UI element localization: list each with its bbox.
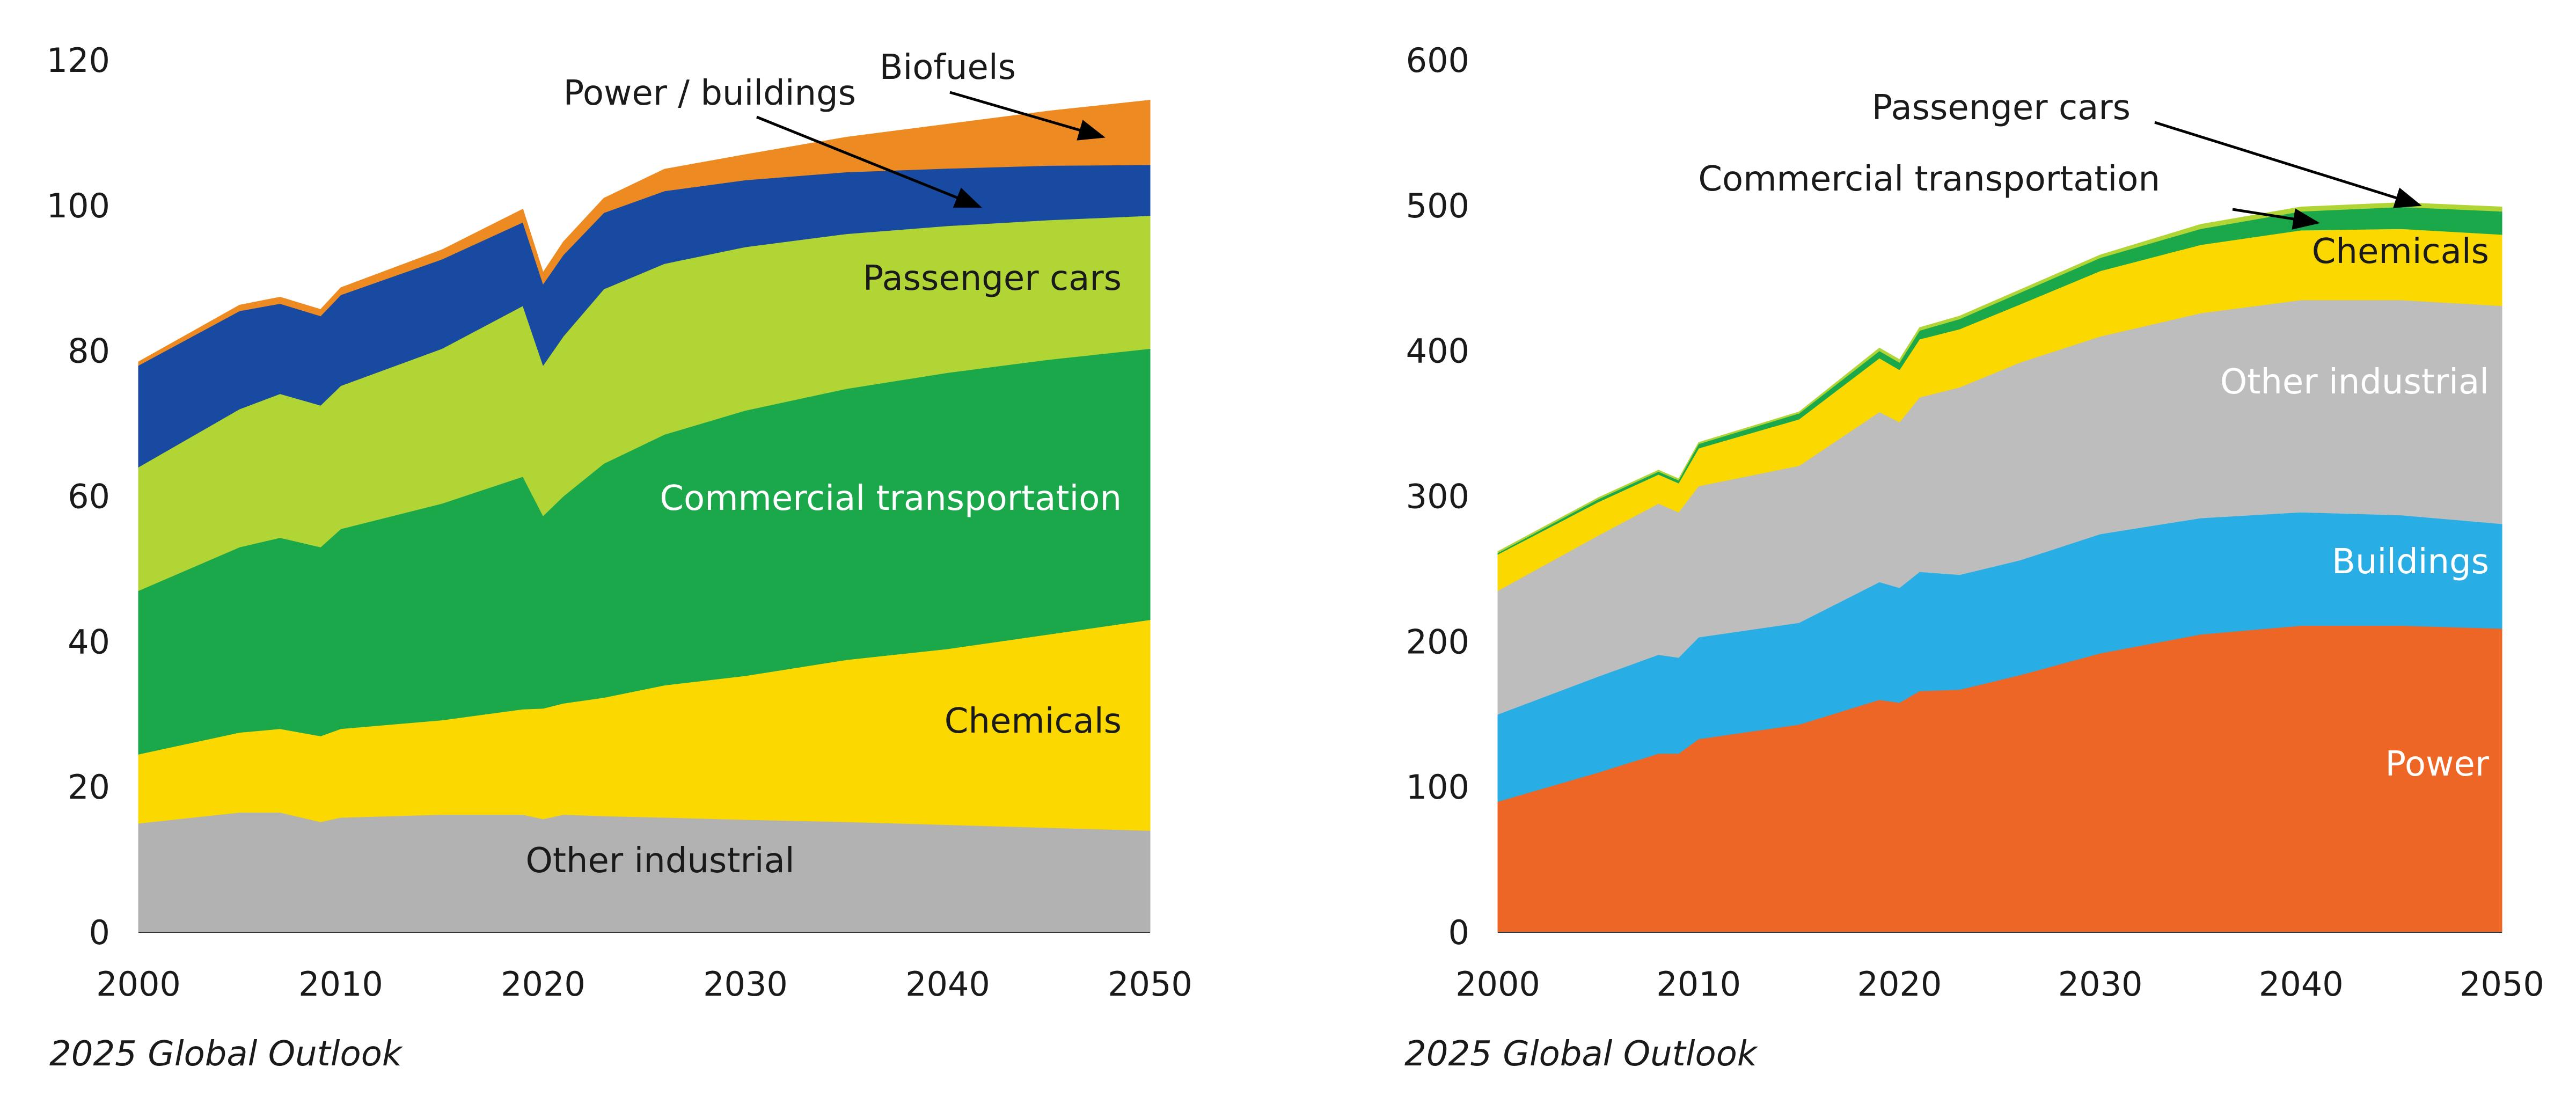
right-arrow-passenger-cars bbox=[2154, 121, 2422, 208]
left-label-commercial-transportation: Commercial transportation bbox=[660, 479, 1122, 518]
right-label-power: Power bbox=[2385, 744, 2490, 784]
right-label-chemicals: Chemicals bbox=[2312, 232, 2489, 272]
right-y-tick-label: 400 bbox=[1406, 332, 1469, 371]
right-y-tick-label: 300 bbox=[1406, 477, 1469, 516]
left-y-tick-label: 40 bbox=[68, 622, 110, 661]
right-label-other-industrial: Other industrial bbox=[2220, 362, 2489, 402]
left-source-note: 2025 Global Outlook bbox=[49, 1034, 404, 1074]
left-area-biofuels bbox=[138, 99, 1151, 366]
left-y-tick-label: 60 bbox=[68, 477, 110, 516]
right-x-tick-label: 2030 bbox=[2058, 965, 2143, 1004]
left-arrow-biofuels bbox=[949, 91, 1106, 141]
left-arrow-power-buildings bbox=[756, 115, 982, 208]
left-label-passenger-cars: Passenger cars bbox=[863, 259, 1122, 298]
left-x-tick-label: 2000 bbox=[96, 965, 181, 1004]
left-x-tick-label: 2030 bbox=[703, 965, 788, 1004]
left-y-tick-label: 120 bbox=[47, 41, 110, 80]
right-label-passenger-cars: Passenger cars bbox=[1872, 88, 2131, 128]
left-y-tick-label: 20 bbox=[68, 768, 110, 807]
left-y-tick-label: 80 bbox=[68, 332, 110, 371]
right-arrow-commercial-transportation bbox=[2232, 208, 2320, 230]
right-label-buildings: Buildings bbox=[2332, 542, 2489, 582]
right-label-commercial-transportation: Commercial transportation bbox=[1698, 159, 2160, 199]
right-y-tick-label: 200 bbox=[1406, 622, 1469, 661]
right-x-tick-label: 2010 bbox=[1656, 965, 1741, 1004]
left-label-biofuels: Biofuels bbox=[880, 48, 1016, 87]
right-source-note: 2025 Global Outlook bbox=[1404, 1034, 1759, 1074]
left-x-tick-label: 2050 bbox=[1108, 965, 1192, 1004]
right-y-tick-label: 0 bbox=[1448, 913, 1469, 952]
right-x-tick-label: 2000 bbox=[1455, 965, 1540, 1004]
left-x-tick-label: 2040 bbox=[905, 965, 990, 1004]
left-y-tick-label: 100 bbox=[47, 186, 110, 225]
right-x-tick-label: 2020 bbox=[1857, 965, 1942, 1004]
left-x-tick-label: 2010 bbox=[298, 965, 383, 1004]
right-chart: 0 100 200 300 400 500 600 2000 2010 2020 2030 2040 2… bbox=[1404, 41, 2544, 1074]
left-label-power-buildings: Power / buildings bbox=[564, 74, 856, 113]
left-y-tick-label: 0 bbox=[89, 913, 110, 952]
left-x-tick-label: 2020 bbox=[501, 965, 586, 1004]
right-x-tick-label: 2050 bbox=[2460, 965, 2544, 1004]
left-label-other-industrial: Other industrial bbox=[525, 841, 794, 881]
right-y-tick-label: 600 bbox=[1406, 41, 1469, 80]
right-x-tick-label: 2040 bbox=[2259, 965, 2344, 1004]
right-area-passenger-cars bbox=[1497, 202, 2502, 553]
right-y-tick-label: 500 bbox=[1406, 186, 1469, 225]
right-y-tick-label: 100 bbox=[1406, 768, 1469, 807]
left-label-chemicals: Chemicals bbox=[945, 702, 1122, 741]
